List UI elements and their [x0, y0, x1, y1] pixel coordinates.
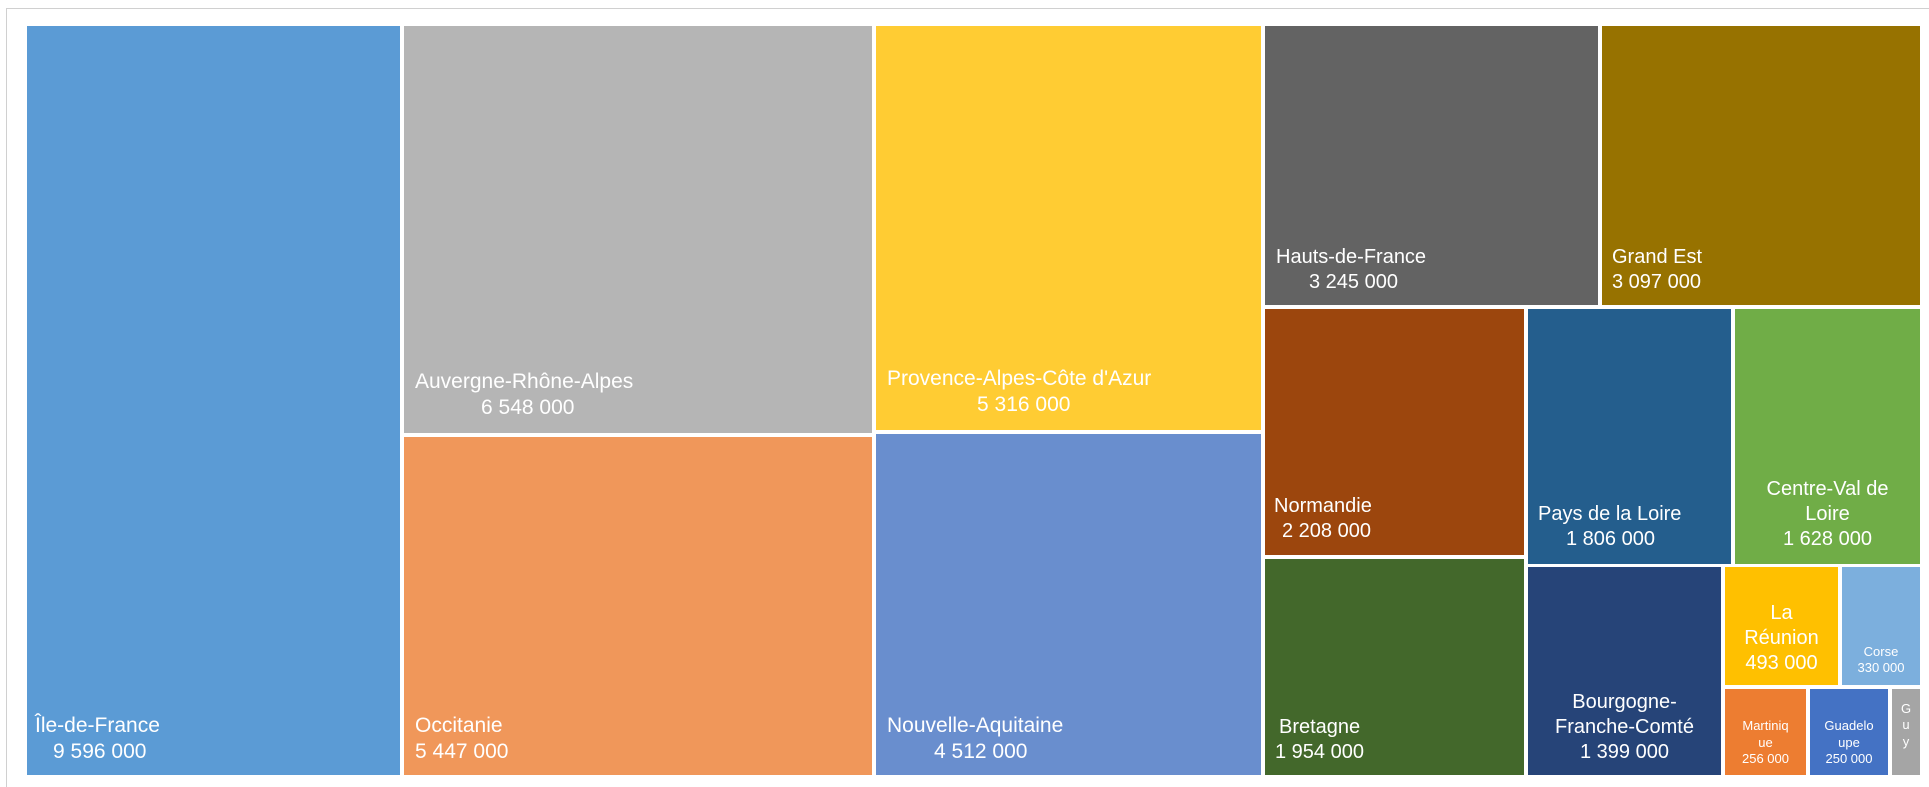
tile-label: Corse 330 000 — [1857, 643, 1905, 675]
tile-label: Centre-Val de Loire 1 628 000 — [1766, 478, 1889, 550]
tile-label: Auvergne-Rhône-Alpes 6 548 000 — [415, 369, 634, 419]
tile-label: Bretagne 1 954 000 — [1275, 716, 1364, 763]
tile-label: Guadelo upe 250 000 — [1824, 718, 1874, 766]
tile-label: G u y — [1900, 701, 1912, 749]
tile-centre-val-de-loire[interactable]: Centre-Val de Loire 1 628 000 — [1735, 309, 1920, 564]
tile-bretagne[interactable]: Bretagne 1 954 000 — [1265, 559, 1524, 775]
tile-guadeloupe[interactable]: Guadelo upe 250 000 — [1810, 689, 1888, 775]
tile-provence-alpes-cote-d-azur[interactable]: Provence-Alpes-Côte d'Azur 5 316 000 — [876, 26, 1261, 430]
tile-corse[interactable]: Corse 330 000 — [1842, 567, 1920, 685]
tile-nouvelle-aquitaine[interactable]: Nouvelle-Aquitaine 4 512 000 — [876, 434, 1261, 775]
tile-label: Occitanie 5 447 000 — [415, 713, 509, 763]
tile-ile-de-france[interactable]: Île-de-France 9 596 000 — [27, 26, 400, 775]
tile-guyane[interactable]: G u y — [1892, 689, 1920, 775]
tile-pays-de-la-loire[interactable]: Pays de la Loire 1 806 000 — [1528, 309, 1731, 564]
tile-hauts-de-france[interactable]: Hauts-de-France 3 245 000 — [1265, 26, 1598, 305]
tile-label: Martiniq ue 256 000 — [1742, 718, 1789, 766]
tile-label: Normandie 2 208 000 — [1274, 495, 1372, 542]
tile-label: Pays de la Loire 1 806 000 — [1538, 503, 1682, 550]
tile-bourgogne-franche-comte[interactable]: Bourgogne- Franche-Comté 1 399 000 — [1528, 567, 1721, 775]
tile-label: Grand Est 3 097 000 — [1612, 246, 1703, 293]
tile-label: Provence-Alpes-Côte d'Azur 5 316 000 — [887, 366, 1152, 416]
tile-normandie[interactable]: Normandie 2 208 000 — [1265, 309, 1524, 555]
tile-martinique[interactable]: Martiniq ue 256 000 — [1725, 689, 1806, 775]
tile-auvergne-rhone-alpes[interactable]: Auvergne-Rhône-Alpes 6 548 000 — [404, 26, 872, 433]
tile-label: Bourgogne- Franche-Comté 1 399 000 — [1555, 691, 1694, 763]
tile-label: La Réunion 493 000 — [1744, 602, 1819, 674]
chart-frame — [6, 8, 1929, 787]
tile-label: Île-de-France 9 596 000 — [35, 713, 160, 763]
tile-occitanie[interactable]: Occitanie 5 447 000 — [404, 437, 872, 775]
tile-label: Hauts-de-France 3 245 000 — [1276, 246, 1427, 293]
tile-grand-est[interactable]: Grand Est 3 097 000 — [1602, 26, 1920, 305]
tile-label: Nouvelle-Aquitaine 4 512 000 — [887, 713, 1064, 763]
tile-la-reunion[interactable]: La Réunion 493 000 — [1725, 567, 1838, 685]
